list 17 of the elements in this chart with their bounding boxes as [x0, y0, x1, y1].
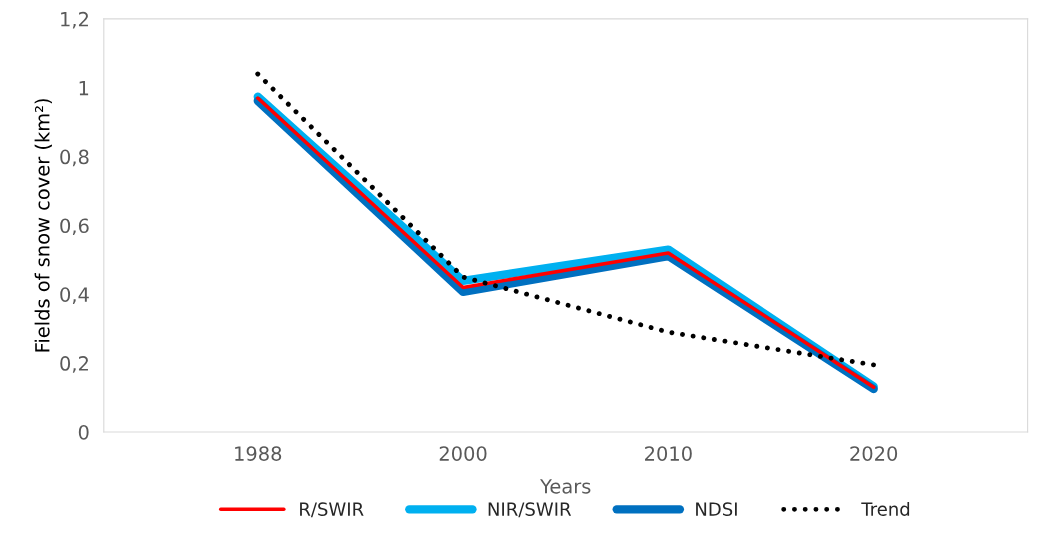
y-tick-label: 0,4	[60, 287, 89, 304]
legend-label: R/SWIR	[300, 502, 364, 518]
x-tick-label: 2020	[850, 446, 898, 461]
legend-label: NIR/SWIR	[488, 502, 572, 518]
y-tick-label: 0,6	[60, 218, 89, 236]
y-axis-title: Fields of snow cover (km²)	[34, 99, 52, 352]
x-axis-title: Years	[540, 479, 591, 494]
y-tick-label: 0,2	[60, 356, 88, 373]
y-tick-label: 0,8	[60, 149, 89, 167]
legend-label: Trend	[861, 501, 910, 516]
y-tick-label: 1	[79, 80, 89, 96]
x-tick-label: 2000	[439, 446, 487, 461]
y-tick-label: 1,2	[61, 11, 88, 29]
y-tick-label: 0	[78, 424, 89, 440]
x-tick-label: 1988	[235, 446, 282, 461]
legend-label: NDSI	[696, 502, 737, 516]
x-tick-label: 2010	[645, 446, 692, 461]
